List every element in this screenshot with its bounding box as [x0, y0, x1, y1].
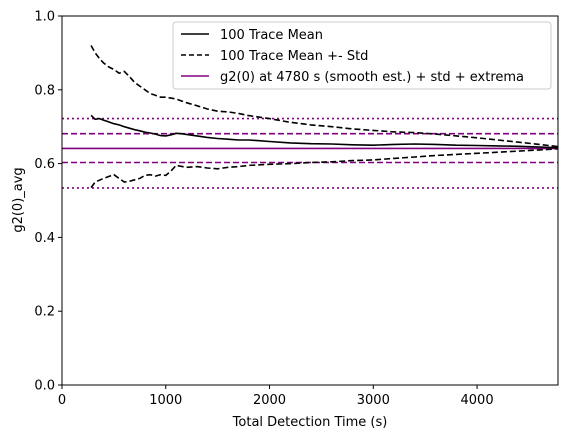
x-axis-label: Total Detection Time (s) — [232, 415, 388, 430]
y-tick-label: 0.0 — [34, 379, 55, 394]
legend: 100 Trace Mean 100 Trace Mean +- Std g2(… — [172, 21, 552, 90]
y-tick-label: 0.4 — [34, 231, 55, 246]
x-tick-label: 4000 — [461, 393, 494, 408]
series-line-2 — [90, 148, 559, 189]
plot-area — [62, 45, 559, 189]
legend-box — [172, 21, 552, 90]
plot-frame — [61, 15, 559, 386]
y-axis-label: g2(0)_avg — [11, 167, 26, 232]
legend-label-mean: 100 Trace Mean — [220, 28, 323, 43]
x-tick-label: 3000 — [357, 393, 390, 408]
axis-ticks: 0 1000 2000 3000 4000 0.0 0.2 0.4 0.6 0.8 1.0 — [34, 10, 493, 409]
series-line-1 — [90, 45, 559, 148]
legend-label-g2: g2(0) at 4780 s (smooth est.) + std + ex… — [220, 70, 524, 85]
y-tick-label: 0.8 — [34, 83, 55, 98]
y-tick-label: 0.6 — [34, 157, 55, 172]
x-tick-label: 1000 — [149, 393, 182, 408]
legend-label-std: 100 Trace Mean +- Std — [220, 49, 368, 64]
y-tick-label: 1.0 — [34, 10, 55, 25]
x-tick-label: 2000 — [253, 393, 286, 408]
x-tick-label: 0 — [58, 393, 66, 408]
series-line-0 — [90, 114, 559, 149]
y-tick-label: 0.2 — [34, 305, 55, 320]
